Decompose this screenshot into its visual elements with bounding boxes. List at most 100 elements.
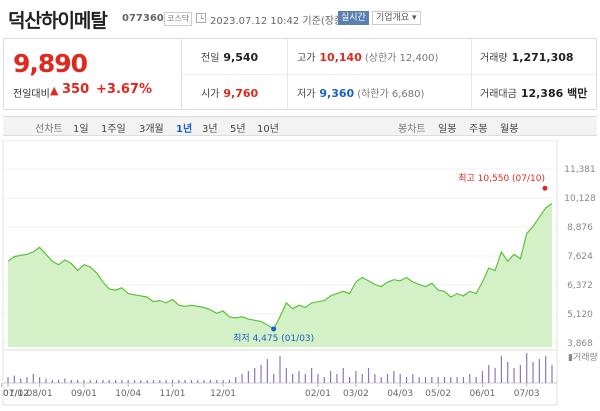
volume-bar xyxy=(551,365,553,383)
volume-bar xyxy=(330,371,332,383)
tab-3y[interactable]: 3년 xyxy=(202,124,218,135)
volume-bar xyxy=(494,368,496,383)
high-label: 고가 xyxy=(297,53,316,64)
x-tick-label: 08/01 xyxy=(27,389,53,399)
volume-bar xyxy=(58,380,60,383)
volume-value: 1,271,308 xyxy=(511,51,574,64)
open-label: 시가 xyxy=(201,89,220,100)
volume-bar xyxy=(102,380,104,383)
volume-bar xyxy=(532,362,534,383)
x-tick-label: 02/01 xyxy=(305,389,331,399)
header: 덕산하이메탈 077360 코스닥 2023.07.12 10:42 기준(장중… xyxy=(0,0,600,38)
volume-bar xyxy=(197,380,199,383)
company-info-button[interactable]: 기업개요 ▾ xyxy=(372,11,421,25)
x-tick-label: 11/01 xyxy=(159,389,185,399)
volume-bar xyxy=(95,380,98,383)
stock-name: 덕산하이메탈 xyxy=(8,10,108,32)
volume-bar xyxy=(323,377,325,383)
volume-bar xyxy=(140,380,142,383)
volume-bar xyxy=(247,371,249,383)
low-label: 최저 4,475 (01/03) xyxy=(233,333,314,344)
open-value: 9,760 xyxy=(223,87,259,100)
volume-bar xyxy=(526,353,528,383)
x-tick-label: 05/02 xyxy=(425,389,451,399)
volume-bar xyxy=(70,380,72,383)
volume-bar xyxy=(279,356,281,383)
volume-bar xyxy=(336,374,338,383)
change-percent: +3.67% xyxy=(96,82,152,97)
tab-3m[interactable]: 3개월 xyxy=(139,124,164,135)
low-price: 저가 9,360 (하한가 6,680) xyxy=(297,85,424,100)
prev-close-value: 9,540 xyxy=(223,51,259,64)
chart-tabbar: 선차트 1일 1주일 3개월 1년 3년 5년 10년 봉차트 일봉 주봉 월봉 xyxy=(3,116,597,136)
up-arrow-icon: ▲ xyxy=(50,84,59,97)
volume-bar xyxy=(209,380,212,383)
volume-bar xyxy=(361,374,363,383)
realtime-button[interactable]: 실시간 xyxy=(338,11,369,25)
volume-bar xyxy=(399,374,401,383)
volume-bar xyxy=(266,359,268,383)
volume-bar xyxy=(437,377,439,383)
volume-bar xyxy=(83,380,85,383)
low-value: 9,360 xyxy=(319,87,355,100)
price-chart[interactable]: 11,381 10,128 8,876 7,624 6,372 5,120 3,868 최고… xyxy=(0,139,600,411)
tab-10y[interactable]: 10년 xyxy=(257,124,279,135)
volume-bar xyxy=(228,380,230,383)
low-label: 저가 xyxy=(297,89,316,100)
tab-5y[interactable]: 5년 xyxy=(230,124,246,135)
x-tick-label: 03/02 xyxy=(343,389,369,399)
volume-bar xyxy=(424,377,427,383)
volume-label: ▮거래량 xyxy=(568,351,598,363)
x-tick-label: 07/12 xyxy=(3,389,29,399)
tab-monthly[interactable]: 월봉 xyxy=(500,124,519,135)
volume-bar xyxy=(45,378,47,383)
amount-value: 12,386 백만 xyxy=(520,87,588,100)
price-area xyxy=(8,203,552,347)
volume-bar xyxy=(76,380,79,383)
x-tick-label: 12/01 xyxy=(210,389,236,399)
volume-bar xyxy=(254,368,256,383)
volume-bar xyxy=(342,368,344,383)
volume-bar xyxy=(178,380,180,383)
volume-bar xyxy=(273,374,275,383)
high-value: 10,140 xyxy=(319,51,362,64)
x-tick-label: 04/03 xyxy=(387,389,413,399)
volume-bar xyxy=(386,374,389,383)
volume-bar xyxy=(450,377,452,383)
volume-bar xyxy=(418,377,420,383)
volume-bar xyxy=(393,371,395,383)
x-tick-label: 01/02 xyxy=(3,389,29,399)
tab-1w[interactable]: 1주일 xyxy=(101,124,126,135)
volume-bar xyxy=(203,380,205,383)
volume-bar xyxy=(488,365,490,383)
volume-bar xyxy=(380,377,382,383)
tab-1d[interactable]: 1일 xyxy=(73,124,89,135)
divider xyxy=(182,74,596,75)
volume-bar xyxy=(412,374,414,383)
tab-daily[interactable]: 일봉 xyxy=(438,124,457,135)
volume-bar xyxy=(165,380,167,383)
volume-bar xyxy=(159,380,161,383)
volume-bar xyxy=(475,377,477,383)
prev-close: 전일 9,540 xyxy=(201,49,258,64)
tab-1y[interactable]: 1년 xyxy=(176,124,193,135)
y-tick-label: 7,624 xyxy=(567,252,593,262)
volume-bar xyxy=(64,378,66,383)
low-marker xyxy=(271,326,277,332)
clock-icon xyxy=(196,13,206,23)
volume-bar xyxy=(89,380,91,383)
tab-weekly[interactable]: 주봉 xyxy=(469,124,488,135)
volume-bar xyxy=(20,378,22,383)
volume-bar xyxy=(519,365,521,383)
y-tick-label: 5,120 xyxy=(567,310,593,320)
volume-bar xyxy=(260,365,262,383)
volume-bar xyxy=(443,377,446,383)
current-price: 9,890 xyxy=(13,49,88,78)
volume-bar xyxy=(39,377,41,383)
y-tick-label: 10,128 xyxy=(564,194,596,204)
volume-bar xyxy=(374,374,376,383)
stock-code: 077360 xyxy=(122,13,164,24)
volume-bar xyxy=(431,377,433,383)
amount-label: 거래대금 xyxy=(480,89,517,100)
volume-bar xyxy=(146,380,148,383)
